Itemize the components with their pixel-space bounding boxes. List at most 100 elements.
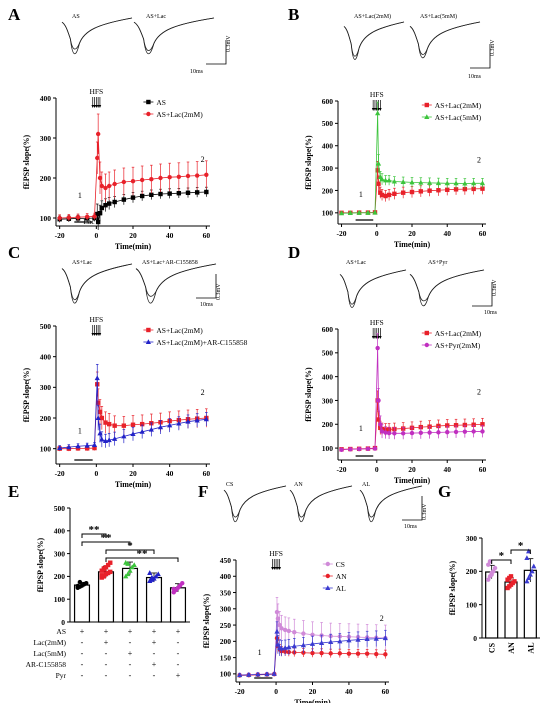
x-tick-label-f: -20: [235, 687, 245, 696]
legend-label-c-1: AS+Lac(2mM)+AR-C155858: [156, 338, 247, 347]
data-point: [427, 430, 432, 435]
trace-label-f-2: AN: [294, 482, 303, 488]
data-point: [75, 215, 81, 220]
scatter-point-g: [486, 577, 491, 582]
x-axis-label-f: Time(min): [294, 698, 331, 703]
scalebar-time-a: 10ms: [190, 69, 204, 75]
scatter-point-g: [529, 568, 535, 574]
data-point: [176, 420, 182, 426]
hfs-arrowhead-b: [379, 108, 382, 111]
scatter-point-g: [487, 559, 493, 564]
x-tick-label-c: -20: [55, 469, 65, 478]
data-point: [66, 444, 72, 450]
data-point: [471, 180, 477, 186]
x-tick-label-d: -20: [337, 465, 347, 474]
hfs-arrowhead-c: [98, 333, 102, 336]
scatter-point-g: [524, 578, 530, 584]
data-point: [300, 642, 306, 648]
x-tick-label-f: 20: [309, 687, 317, 696]
data-point: [139, 429, 145, 434]
scalebar-voltage-f: 0.3mV: [422, 503, 428, 520]
scalebar-time-d: 10ms: [484, 310, 498, 316]
y-tick-label-f: 250: [220, 621, 232, 630]
y-tick-label-b: 600: [322, 97, 334, 106]
scatter-point-e: [125, 571, 131, 577]
data-point: [409, 430, 415, 436]
data-point: [310, 650, 315, 656]
hfs-arrowhead-a: [91, 105, 95, 108]
x-tick-label-f: 60: [382, 687, 390, 696]
data-point: [436, 423, 441, 429]
fepsp-trace-17: [223, 485, 287, 518]
x-tick-label-d: 40: [443, 465, 451, 474]
category-label-g-1: AN: [507, 642, 516, 654]
scalebar-f: [402, 496, 423, 521]
data-point: [347, 210, 353, 216]
hfs-arrowhead-f: [278, 567, 281, 570]
data-point: [194, 417, 200, 423]
data-point: [480, 422, 485, 427]
series-a-1: AS+Lac(2mM): [57, 110, 209, 222]
x-tick-label-c: 0: [94, 469, 98, 478]
chart-a: 100 200 300 400 -20 0 20 40 60 Time(min) fEPSP slo…: [22, 87, 210, 251]
scalebar-voltage-d: 0.3mV: [492, 279, 498, 296]
data-point: [139, 177, 145, 183]
legend-label-a-1: AS+Lac(2mM): [156, 110, 203, 119]
data-point: [84, 214, 90, 219]
scatter-point-e: [75, 583, 80, 589]
hfs-arrowhead-d: [379, 336, 382, 339]
series-d-1: AS+Pyr(2mM): [339, 333, 485, 452]
data-point: [237, 672, 243, 678]
y-tick-label-e: 300: [54, 549, 66, 558]
sig-label-e-0: **: [89, 524, 101, 536]
data-point: [346, 637, 352, 643]
data-point: [471, 429, 476, 434]
x-tick-label-b: 0: [375, 229, 379, 238]
data-point: [57, 445, 63, 451]
panel-letter-d: D: [288, 243, 300, 262]
condition-mark-4-0: -: [81, 671, 84, 680]
legend-label-f-1: AN: [336, 572, 347, 581]
hfs-label-f: HFS: [269, 549, 283, 558]
scalebar-d: [472, 282, 493, 307]
mark-2-f: 2: [380, 614, 384, 623]
data-point: [167, 175, 172, 180]
x-tick-label-d: 60: [479, 465, 487, 474]
traces-layer: [61, 17, 493, 523]
category-label-g-0: CS: [488, 642, 497, 653]
data-point: [112, 423, 117, 428]
data-point: [275, 616, 281, 621]
series-c-1: AS+Lac(2mM)+AR-C155858: [57, 338, 248, 451]
data-point: [365, 210, 371, 215]
data-point: [418, 179, 424, 185]
scatter-point-g: [531, 563, 537, 569]
data-point: [409, 189, 415, 195]
data-point: [356, 446, 362, 452]
hfs-arrowhead-a: [93, 105, 96, 108]
y-axis-label-a: fEPSP slope(%): [22, 134, 31, 189]
x-axis-label-a: Time(min): [115, 242, 152, 251]
sig-bracket-g-1: [510, 549, 531, 554]
y-tick-label-b: 100: [322, 209, 334, 218]
scatter-point-e: [127, 567, 133, 573]
scatter-point-g: [524, 555, 530, 560]
y-axis-label-c: fEPSP slope(%): [22, 367, 31, 422]
data-point: [356, 210, 362, 215]
y-tick-label-g: 100: [466, 600, 478, 609]
y-axis-label-g: fEPSP slope(%): [448, 560, 457, 615]
hfs-arrowhead-f: [272, 567, 276, 570]
scatter-point-g: [526, 575, 532, 580]
condition-mark-0-4: +: [176, 627, 181, 636]
sig-bracket-e-2: [105, 549, 155, 554]
data-point: [75, 443, 81, 449]
series-line-c-1: [59, 378, 207, 449]
data-point: [400, 179, 406, 184]
sig-bracket-e-3: [105, 557, 179, 562]
trace-label-a-1: AS: [72, 14, 80, 20]
y-axis-label-b: fEPSP slope(%): [304, 135, 313, 190]
data-point: [453, 429, 459, 435]
data-point: [392, 191, 397, 197]
hfs-label-c: HFS: [89, 315, 103, 324]
data-point: [112, 181, 117, 187]
